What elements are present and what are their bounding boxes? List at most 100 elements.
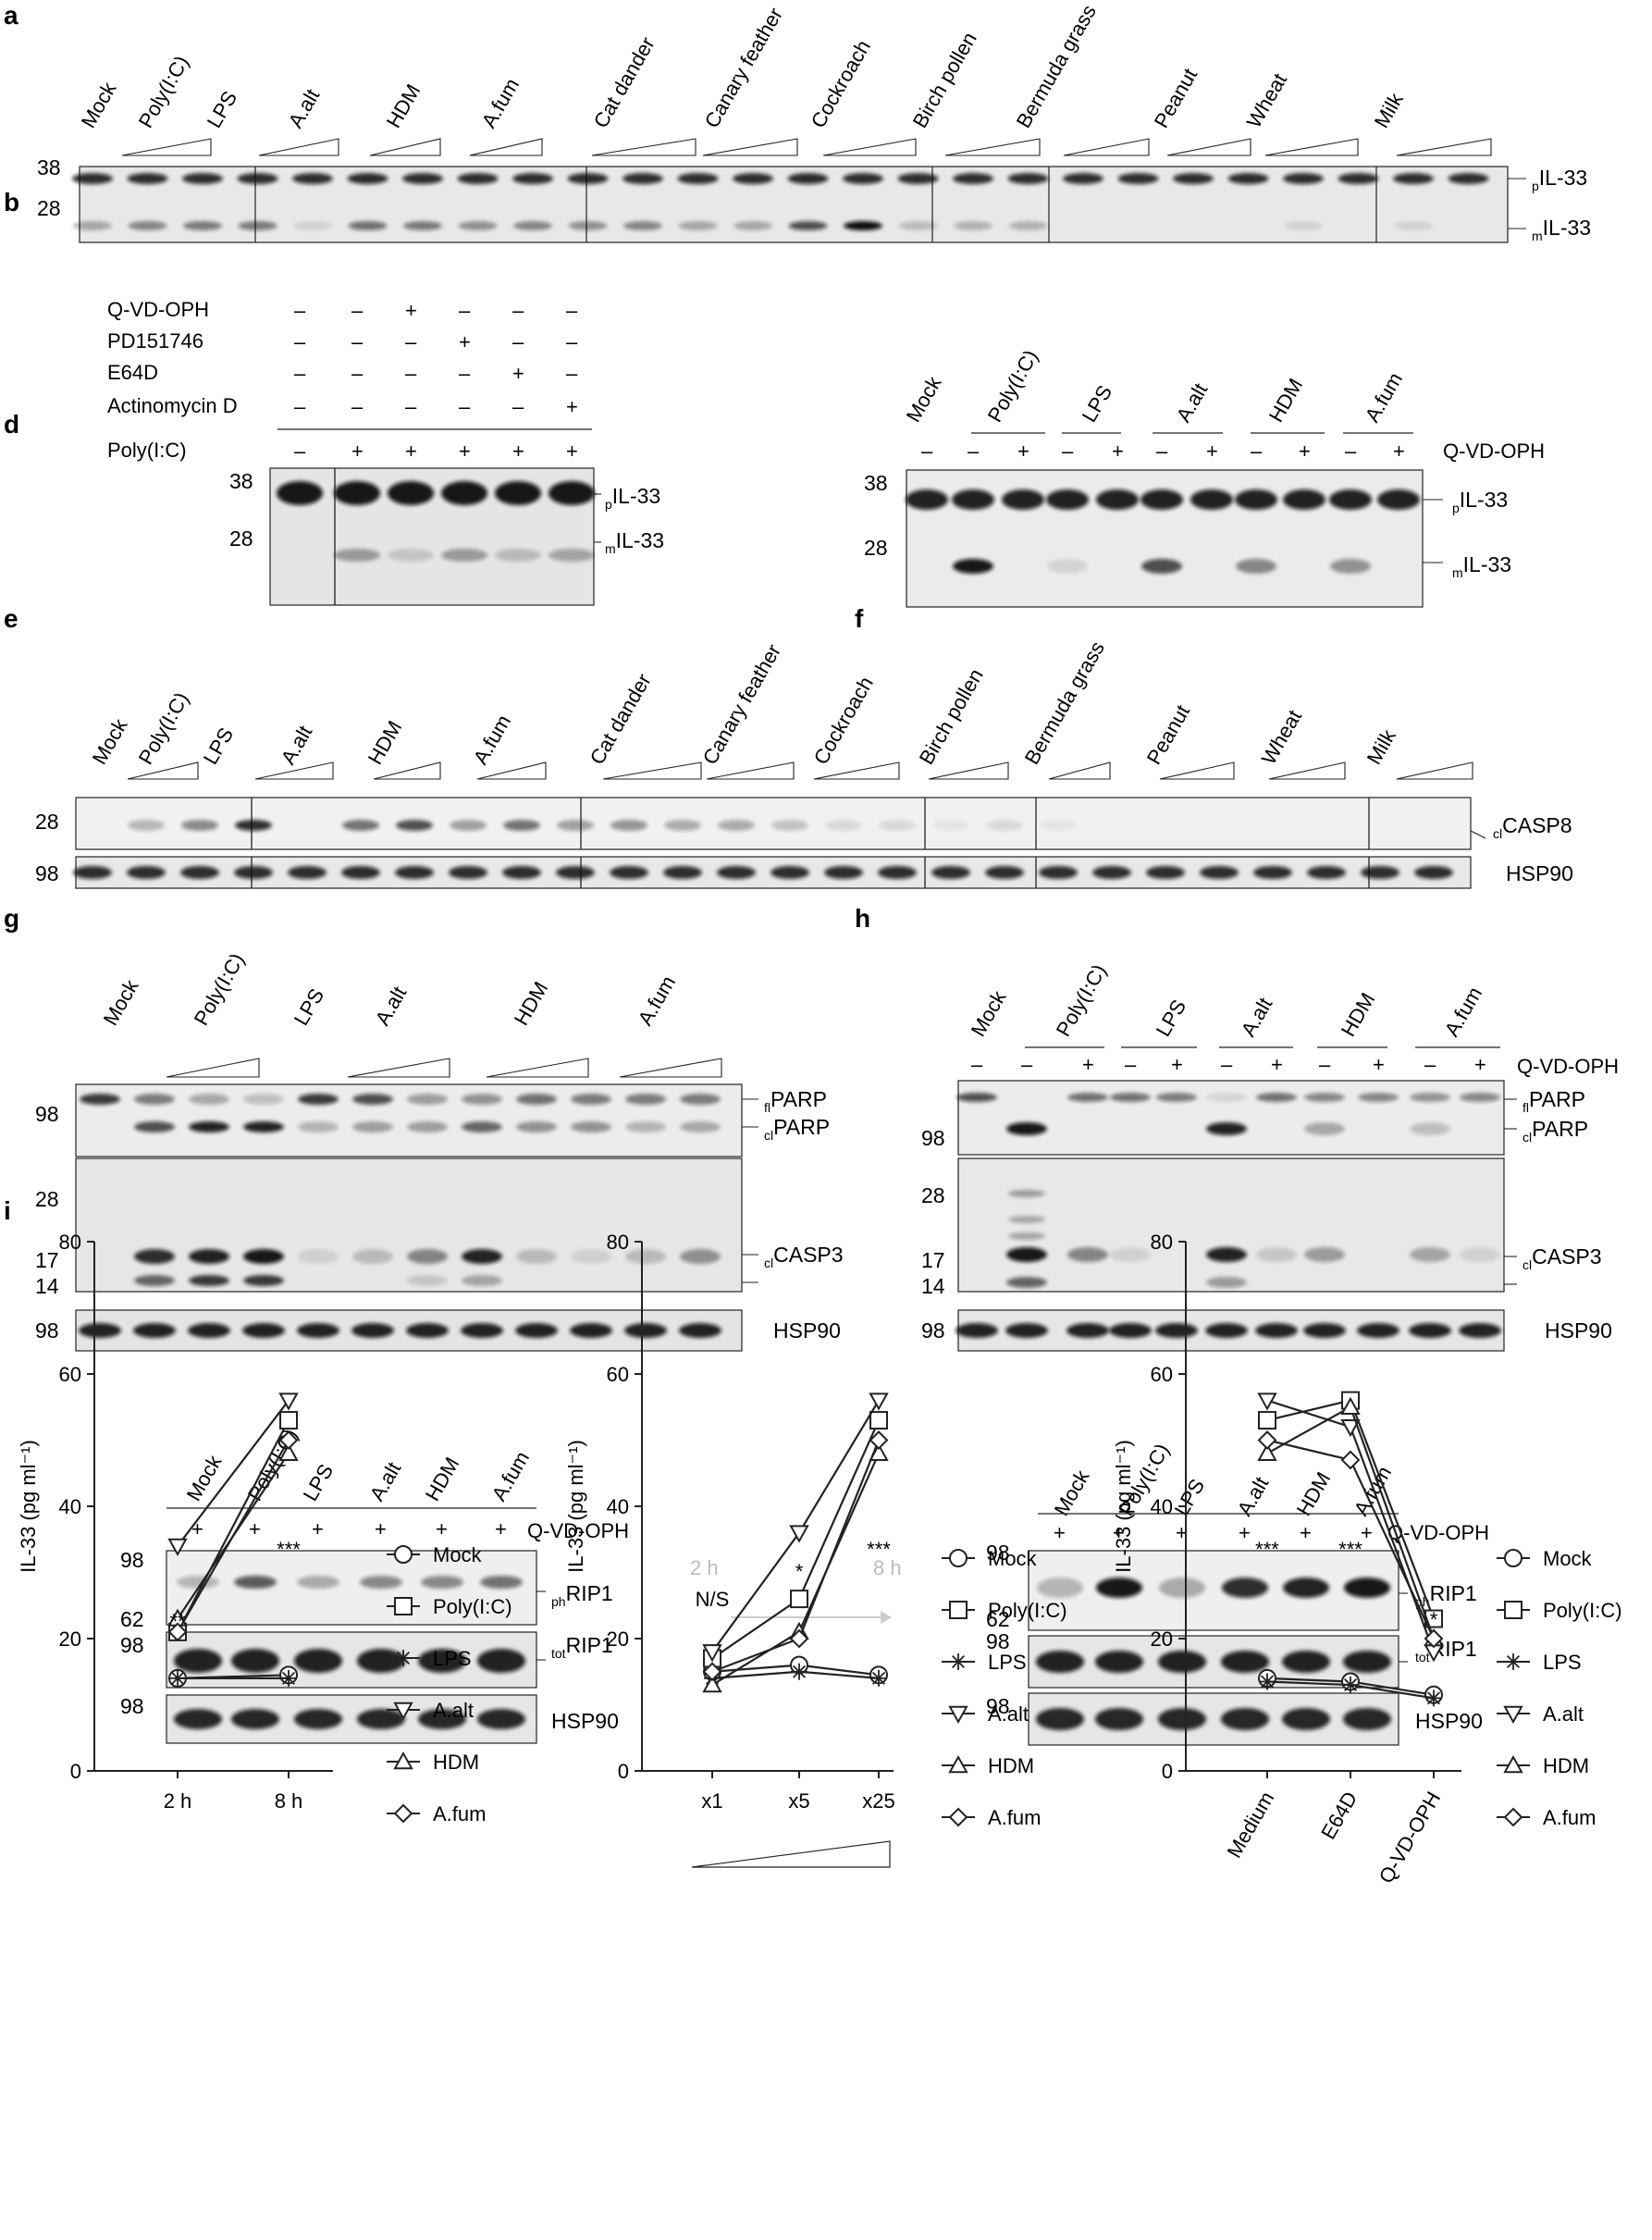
- blot-band: [1141, 559, 1182, 574]
- blot-band: [174, 1709, 222, 1729]
- legend-entry: A.alt: [1497, 1702, 1584, 1726]
- blot-band: [1304, 1093, 1345, 1102]
- y-tick-label: 80: [607, 1231, 629, 1254]
- legend-entry: HDM: [387, 1751, 479, 1774]
- blot-band: [1255, 1323, 1298, 1338]
- y-tick-label: 40: [59, 1495, 81, 1518]
- blot-band: [664, 820, 701, 831]
- blot-band: [231, 1709, 279, 1729]
- arrow-head-icon: [881, 1611, 892, 1624]
- blot-band: [1329, 489, 1372, 510]
- blot-band: [625, 1249, 666, 1264]
- treatment-sign: –: [351, 299, 364, 322]
- mw-marker: 17: [35, 1248, 59, 1272]
- inhibitor-sign: +: [1393, 439, 1405, 463]
- lane-label: Poly(I:C): [1052, 960, 1111, 1041]
- blot-band: [1063, 173, 1103, 184]
- lane-label: HDM: [510, 978, 553, 1030]
- treatment-label: Poly(I:C): [107, 439, 187, 462]
- blot-band: [294, 1649, 342, 1673]
- x-tick-label: Medium: [1223, 1788, 1279, 1862]
- dose-wedge: [347, 1058, 450, 1078]
- blot-band: [127, 866, 166, 879]
- blot-band: [1410, 1122, 1450, 1135]
- blot-band: [878, 866, 917, 879]
- blot-band: [357, 1649, 405, 1673]
- blot-band: [477, 1649, 525, 1673]
- legend-label: HDM: [433, 1751, 479, 1774]
- blot-band: [516, 1094, 557, 1105]
- blot-band: [680, 1121, 721, 1132]
- blot-band: [406, 1323, 449, 1338]
- blot-band: [556, 866, 595, 879]
- lane-label: A.fum: [1440, 983, 1486, 1040]
- inhibitor-sign: +: [495, 1517, 507, 1541]
- lane-label: Poly(I:C): [190, 949, 249, 1030]
- blot-band: [898, 221, 938, 230]
- legend-label: Mock: [1543, 1547, 1593, 1570]
- blot-band: [932, 820, 969, 831]
- blot-band: [1221, 1708, 1269, 1730]
- blot-band: [610, 820, 647, 831]
- legend-entry: A.fum: [1497, 1806, 1596, 1829]
- significance-label: *: [1430, 1608, 1438, 1631]
- blot-band: [1282, 1651, 1330, 1673]
- band-label: clCASP3: [764, 1243, 844, 1270]
- mw-marker: 98: [921, 1318, 945, 1343]
- blot-band: [234, 1576, 277, 1589]
- blot-band: [462, 1249, 502, 1264]
- data-point: [789, 1628, 809, 1649]
- blot-band: [462, 1121, 502, 1132]
- lane-label: A.alt: [365, 1458, 406, 1505]
- blot-band: [461, 1323, 503, 1338]
- blot-band: [450, 820, 487, 831]
- data-point: [167, 1622, 188, 1642]
- blot-band: [1304, 1247, 1345, 1262]
- legend-marker: [950, 1653, 967, 1670]
- y-tick-label: 20: [59, 1627, 81, 1651]
- dose-wedge: [258, 138, 339, 156]
- band-label: flPARP: [1523, 1087, 1585, 1115]
- blot-band: [1039, 866, 1078, 879]
- blot-band: [495, 481, 541, 505]
- inhibitor-sign: –: [1345, 439, 1357, 463]
- blot-band: [1282, 1708, 1330, 1730]
- lane-label: Birch pollen: [908, 28, 981, 131]
- legend-label: Mock: [988, 1547, 1038, 1570]
- dose-wedge: [373, 761, 441, 780]
- blot-band: [1005, 1323, 1048, 1338]
- treatment-sign: +: [459, 439, 471, 463]
- y-tick-label: 40: [1151, 1495, 1173, 1518]
- legend-label: A.fum: [433, 1802, 486, 1825]
- blot-band: [441, 481, 487, 505]
- data-point: [870, 1669, 887, 1687]
- mw-marker: 28: [37, 196, 61, 220]
- blot-band: [1008, 1216, 1045, 1223]
- inhibitor-label: Q-VD-OPH: [527, 1519, 629, 1542]
- blot-band: [1006, 1122, 1047, 1135]
- treatment-label: Actinomycin D: [107, 394, 238, 417]
- blot-band: [1158, 1708, 1206, 1730]
- legend-entry: LPS: [942, 1651, 1027, 1674]
- legend-marker: [394, 1597, 413, 1615]
- blot-band: [462, 1275, 502, 1286]
- blot-band: [1460, 1093, 1500, 1102]
- band-label: HSP90: [551, 1709, 619, 1733]
- blot-band: [418, 1709, 466, 1729]
- y-tick-label: 0: [70, 1760, 81, 1783]
- treatment-sign: –: [405, 330, 417, 353]
- treatment-sign: –: [566, 330, 578, 353]
- blot-band: [513, 221, 552, 230]
- blot-band: [294, 1709, 342, 1729]
- blot-band: [1205, 1323, 1248, 1338]
- data-point: [1340, 1396, 1361, 1415]
- lane-label: A.alt: [1237, 994, 1277, 1041]
- treatment-sign: +: [405, 299, 417, 322]
- lane-label: Canary feather: [700, 4, 787, 132]
- panel-label-b: b: [4, 188, 19, 217]
- blot-band: [407, 1121, 448, 1132]
- blot-band: [189, 1275, 229, 1286]
- y-tick-label: 0: [618, 1760, 629, 1783]
- x-tick-label: 8 h: [275, 1789, 303, 1813]
